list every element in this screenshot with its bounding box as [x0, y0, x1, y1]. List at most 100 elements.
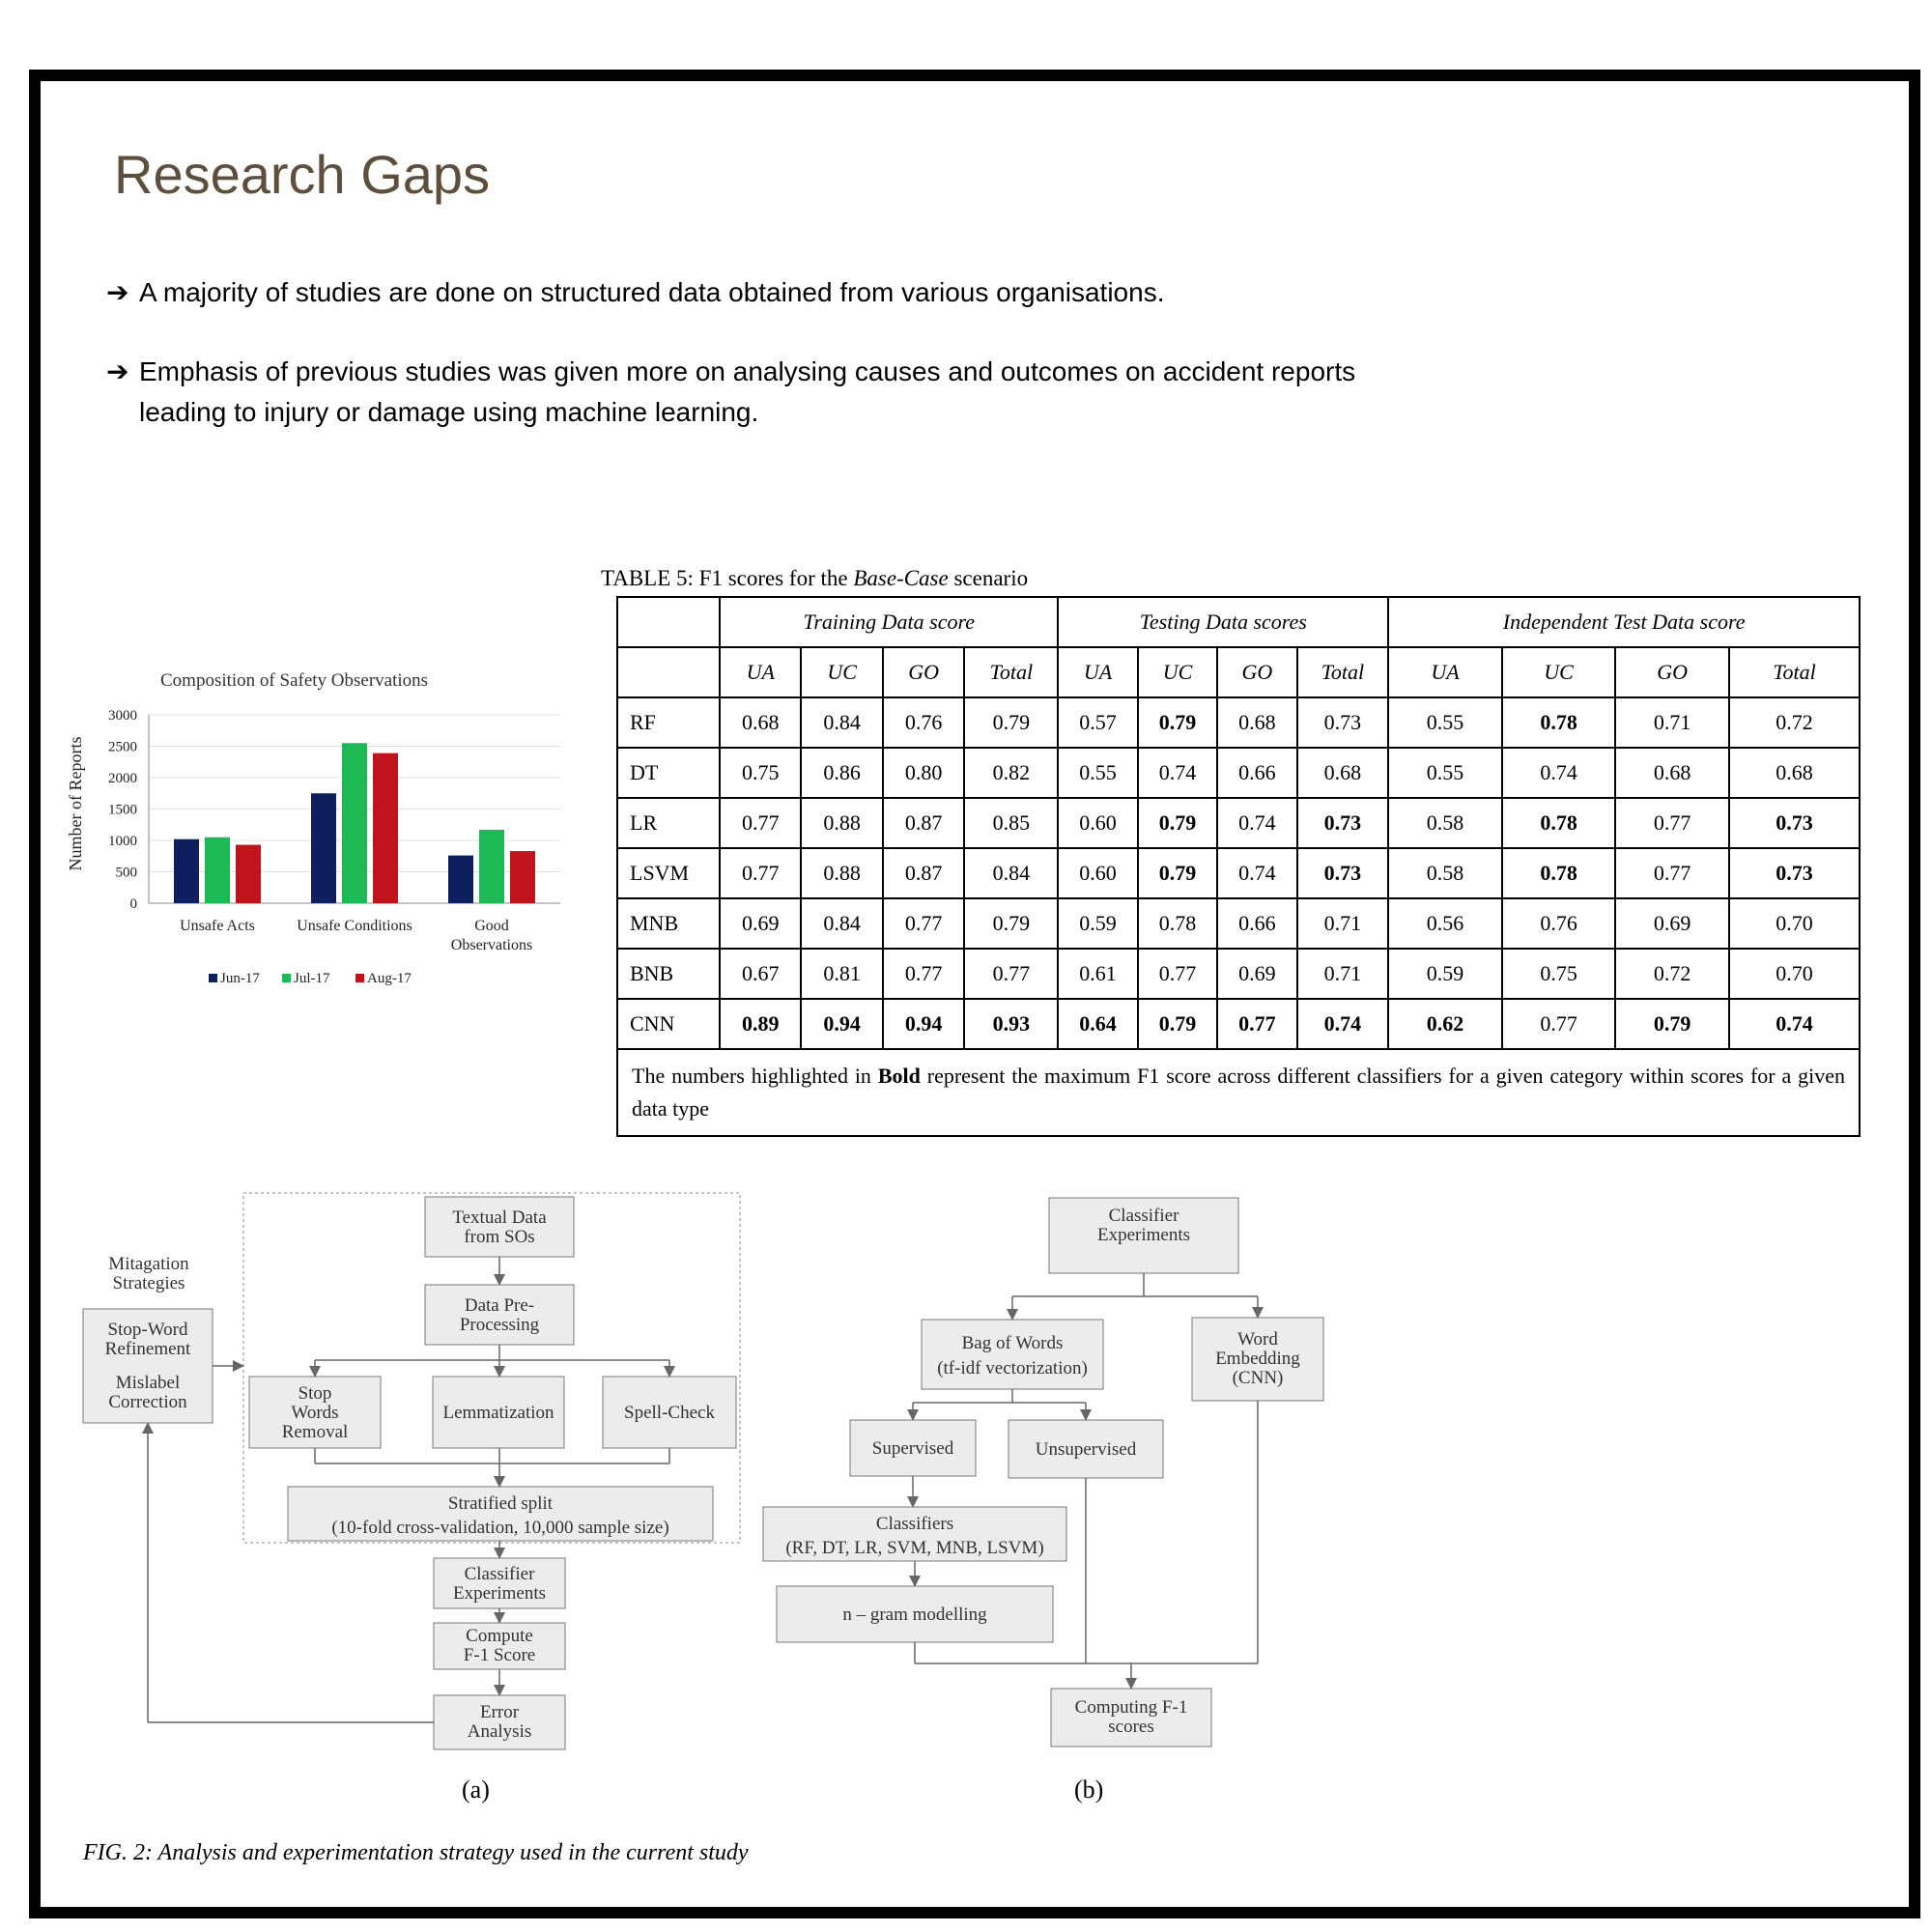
table-cell: 0.72: [1614, 948, 1730, 1000]
table-cell: 0.87: [881, 797, 966, 849]
row-label: CNN: [616, 998, 721, 1050]
table-row: LR 0.77 0.88 0.87 0.85 0.60 0.79 0.74 0.73 0.58 0.…: [616, 797, 1861, 849]
table-cell: 0.77: [1216, 998, 1298, 1050]
classifier-exp-box: [433, 1557, 566, 1609]
table-cell: 0.60: [1057, 847, 1139, 899]
table-row: BNB 0.67 0.81 0.77 0.77 0.61 0.77 0.69 0.71 0.59 0…: [616, 948, 1861, 1000]
stop-words-label: Stop Words Removal: [282, 1383, 349, 1442]
table-cell: 0.77: [1614, 797, 1730, 849]
table-cell: 0.79: [1614, 998, 1730, 1050]
error-analysis-box: [433, 1694, 566, 1750]
bar: [236, 844, 261, 903]
y-tick-label: 2000: [108, 771, 137, 786]
preprocessing-box: [424, 1284, 575, 1346]
row-label: LSVM: [616, 847, 721, 899]
classifiers-box: [762, 1506, 1067, 1562]
table-cell: 0.78: [1500, 847, 1617, 899]
row-label: RF: [616, 696, 721, 749]
mitigation-item: Stop-Word Refinement: [105, 1320, 191, 1359]
classifier-exp-box: [1048, 1197, 1239, 1274]
table-cell: 0.58: [1387, 797, 1503, 849]
error-analysis-label: Error Analysis: [468, 1702, 532, 1742]
group-header: Testing Data scores: [1057, 596, 1390, 648]
y-tick-label: 0: [130, 896, 138, 912]
column-header: UA: [1387, 646, 1503, 698]
table-corner: [616, 596, 721, 648]
group-header: Training Data score: [718, 596, 1060, 648]
table-cell: 0.66: [1216, 897, 1298, 950]
stop-words-box: [248, 1376, 382, 1449]
table-cell: 0.76: [881, 696, 966, 749]
table-row: MNB 0.69 0.84 0.77 0.79 0.59 0.78 0.66 0.71 0.56 0…: [616, 897, 1861, 950]
ngram-label: n – gram modelling: [842, 1605, 987, 1625]
table-cell: 0.69: [1614, 897, 1730, 950]
table-cell: 0.56: [1387, 897, 1503, 950]
table-cell: 0.78: [1500, 797, 1617, 849]
y-tick-label: 500: [116, 866, 138, 881]
column-header: GO: [881, 646, 966, 698]
table-cell: 0.73: [1727, 847, 1861, 899]
column-header: UC: [1500, 646, 1617, 698]
bar: [342, 743, 367, 903]
column-header: GO: [1614, 646, 1730, 698]
table-cell: 0.94: [881, 998, 966, 1050]
table-cell: 0.88: [800, 847, 884, 899]
bar: [510, 851, 535, 903]
table-cell: 0.68: [1216, 696, 1298, 749]
table-cell: 0.75: [1500, 948, 1617, 1000]
y-tick-label: 1500: [108, 803, 137, 818]
table-row: DT 0.75 0.86 0.80 0.82 0.55 0.74 0.66 0.68 0.55 0.…: [616, 747, 1861, 799]
table-cell: 0.73: [1295, 847, 1390, 899]
compute-f1-box: [433, 1622, 566, 1670]
table-cell: 0.79: [1136, 696, 1219, 749]
table-cell: 0.57: [1057, 696, 1139, 749]
table-cell: 0.73: [1295, 696, 1390, 749]
bar-chart: Composition of Safety Observations Numbe…: [66, 670, 560, 986]
preprocessing-label: Data Pre-Processing: [460, 1295, 540, 1335]
classifier-exp-label: Classifier Experiments: [1097, 1206, 1190, 1245]
spell-check-label: Spell-Check: [624, 1403, 715, 1423]
textual-data-box: [424, 1196, 575, 1258]
chart-title: Composition of Safety Observations: [160, 670, 428, 691]
table-cell: 0.77: [1500, 998, 1617, 1050]
table-cell: 0.77: [1136, 948, 1219, 1000]
table-cell: 0.79: [963, 897, 1060, 950]
mitigation-item: Mislabel Correction: [108, 1373, 187, 1412]
spell-check-box: [602, 1376, 737, 1449]
y-axis-label: Number of Reports: [66, 737, 85, 871]
column-header: UC: [800, 646, 884, 698]
table-cell: 0.70: [1727, 897, 1861, 950]
table-cell: 0.86: [800, 747, 884, 799]
x-tick-label: Unsafe Conditions: [297, 918, 412, 934]
unsupervised-box: [1008, 1419, 1164, 1479]
table-cell: 0.72: [1727, 696, 1861, 749]
group-header: Independent Test Data score: [1387, 596, 1861, 648]
x-tick-label: Unsafe Acts: [180, 918, 255, 934]
bar: [479, 829, 504, 903]
table-cell: 0.77: [718, 847, 803, 899]
table-cell: 0.81: [800, 948, 884, 1000]
bar: [373, 753, 398, 903]
word-embedding-box: [1191, 1317, 1324, 1402]
f1-table: Training Data score Testing Data scores …: [616, 596, 1861, 1137]
table-cell: 0.67: [718, 948, 803, 1000]
table-cell: 0.79: [963, 696, 1060, 749]
legend-swatch: [209, 974, 217, 982]
table-cell: 0.77: [1614, 847, 1730, 899]
figure-a-label: (a): [462, 1776, 490, 1804]
table-cell: 0.74: [1295, 998, 1390, 1050]
table-cell: 0.79: [1136, 847, 1219, 899]
table-cell: 0.79: [1136, 998, 1219, 1050]
split-label-2: (10-fold cross-validation, 10,000 sample…: [331, 1518, 668, 1538]
supervised-label: Supervised: [872, 1438, 954, 1459]
table-cell: 0.71: [1295, 897, 1390, 950]
flowchart-b: Classifier Experiments Bag of Words (tf-i…: [762, 1197, 1324, 1747]
table-cell: 0.64: [1057, 998, 1139, 1050]
table-cell: 0.84: [800, 696, 884, 749]
column-header: Total: [963, 646, 1060, 698]
computing-f1-box: [1050, 1688, 1212, 1747]
table-cell: 0.78: [1136, 897, 1219, 950]
table-cell: 0.87: [881, 847, 966, 899]
table-cell: 0.77: [718, 797, 803, 849]
legend-label: Jul-17: [294, 971, 330, 986]
